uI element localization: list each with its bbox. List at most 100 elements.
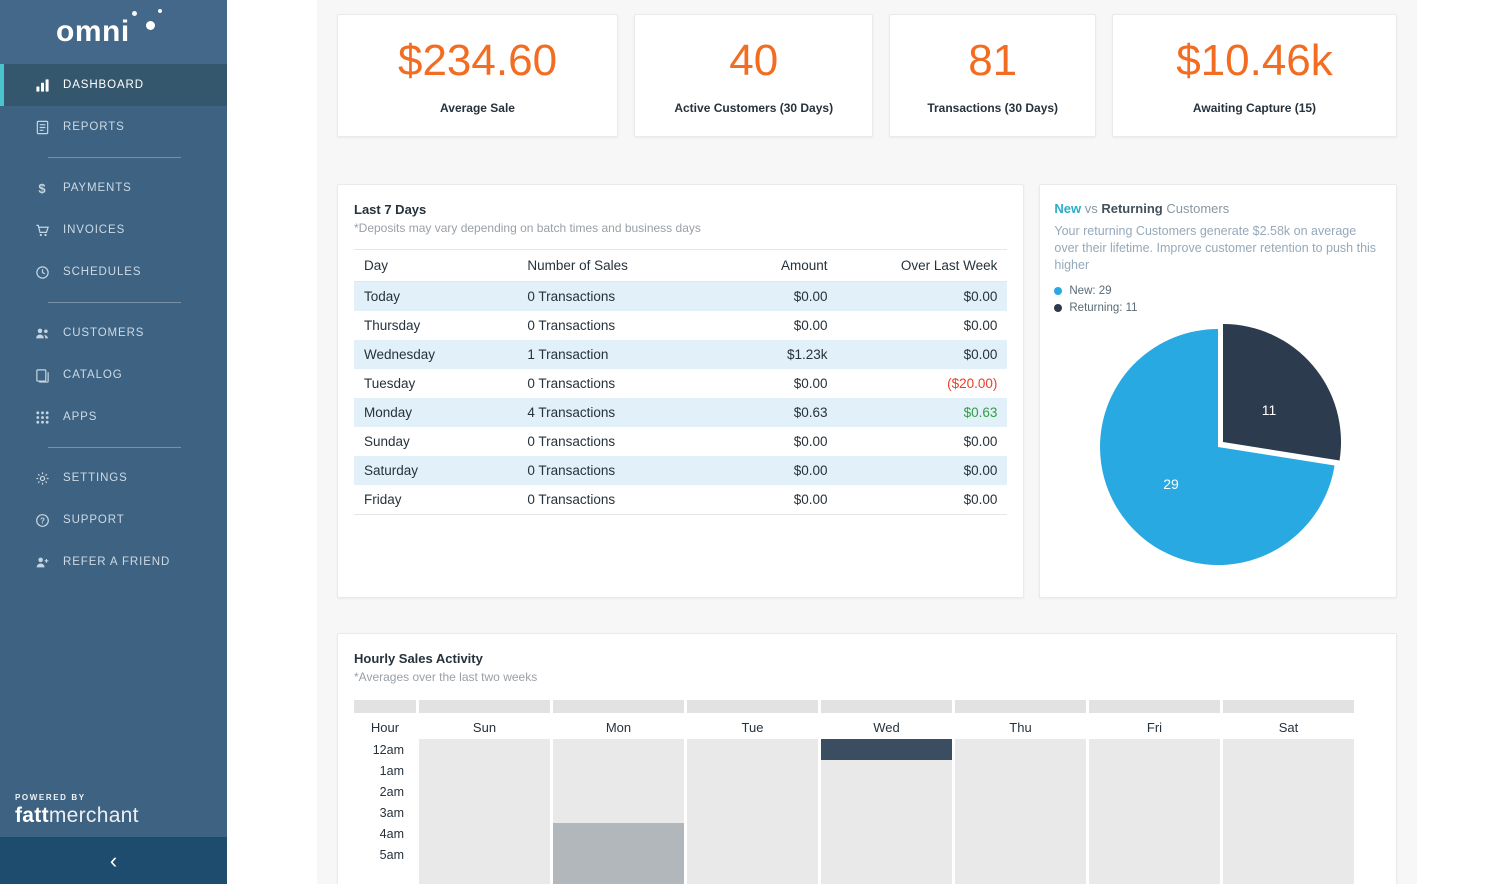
sidebar-item-reports[interactable]: REPORTS [0, 106, 227, 148]
sidebar-item-label: SCHEDULES [63, 266, 142, 278]
sidebar-collapse-button[interactable]: ‹ [0, 837, 227, 884]
heatmap-cell [1089, 865, 1220, 884]
schedules-icon [34, 264, 50, 280]
sidebar-item-customers[interactable]: CUSTOMERS [0, 312, 227, 354]
cell-over-last-week: $0.00 [837, 485, 1008, 515]
heatmap-cell [419, 823, 550, 844]
heatmap-cell [1223, 739, 1354, 760]
stat-value: 40 [729, 36, 779, 85]
heatmap-cell [955, 760, 1086, 781]
column-scroll-bar [1223, 700, 1354, 713]
sidebar-item-invoices[interactable]: INVOICES [0, 209, 227, 251]
stat-card: $234.60 Average Sale [337, 14, 619, 137]
stat-label: Average Sale [440, 101, 515, 115]
day-column-header: Fri [1146, 720, 1163, 735]
day-column-header: Mon [605, 720, 632, 735]
sidebar-item-support[interactable]: ? SUPPORT [0, 499, 227, 541]
sidebar-item-schedules[interactable]: SCHEDULES [0, 251, 227, 293]
sidebar-item-dashboard[interactable]: DASHBOARD [0, 64, 227, 106]
heatmap-day-column-thu: Thu [955, 700, 1086, 884]
heatmap-cell [419, 760, 550, 781]
heatmap-cell [553, 844, 684, 865]
stat-card: 40 Active Customers (30 Days) [634, 14, 874, 137]
cell-sales: 0 Transactions [527, 376, 616, 391]
pie-label-returning: 11 [1262, 402, 1277, 418]
cell-amount: $0.00 [793, 434, 828, 449]
column-scroll-bar [419, 700, 550, 713]
collapse-chevron-icon: ‹ [109, 847, 118, 873]
heatmap-cell [687, 844, 818, 865]
day-column-header: Sat [1278, 720, 1299, 735]
sidebar-item-payments[interactable]: $ PAYMENTS [0, 167, 227, 209]
heatmap-cell [419, 844, 550, 865]
heatmap-cell [1089, 844, 1220, 865]
heatmap-cell [821, 739, 952, 760]
legend-item: New: 29 [1054, 285, 1382, 297]
heatmap-cell [687, 802, 818, 823]
heatmap-cell [419, 865, 550, 884]
sidebar-item-apps[interactable]: APPS [0, 396, 227, 438]
new-vs-returning-title: New vs Returning Customers [1054, 201, 1230, 216]
support-icon: ? [34, 512, 50, 528]
legend-label: New: 29 [1069, 284, 1112, 297]
heatmap-day-column-fri: Fri [1089, 700, 1220, 884]
heatmap-cell [955, 802, 1086, 823]
fattmerchant-logo: fattmerchant [15, 804, 139, 827]
last-7-days-card: Last 7 Days *Deposits may vary depending… [337, 184, 1025, 598]
table-header-row: Day Number of Sales Amount Over Last Week [354, 249, 1008, 282]
stat-value: $234.60 [397, 36, 558, 85]
cell-day: Friday [354, 485, 518, 515]
svg-text:?: ? [40, 516, 45, 525]
table-body: Today 0 Transactions $0.00 $0.00 Thursday 0 T… [354, 281, 1008, 515]
hourly-heatmap: Hour 12am 1am 2am 3am 4am 5am Sun Mon Tue Wed Thu Fr… [354, 700, 1380, 884]
heatmap-hour-column: Hour 12am 1am 2am 3am 4am 5am [354, 700, 416, 884]
heatmap-cell [1089, 760, 1220, 781]
heatmap-cell [1089, 823, 1220, 844]
heatmap-day-column-sat: Sat [1223, 700, 1354, 884]
cell-over-last-week: ($20.00) [947, 376, 998, 391]
stat-label: Awaiting Capture (15) [1192, 101, 1317, 115]
legend-dot-icon [1054, 286, 1063, 295]
heatmap-day-column-tue: Tue [687, 700, 818, 884]
table-row: Wednesday 1 Transaction $1.23k $0.00 [354, 340, 1008, 369]
cell-amount: $0.00 [706, 281, 838, 311]
settings-icon [34, 470, 50, 486]
cell-day: Sunday [364, 434, 410, 449]
powered-by-label: POWERED BY [15, 793, 86, 802]
stat-card: $10.46k Awaiting Capture (15) [1111, 14, 1397, 137]
cell-day: Tuesday [364, 376, 416, 391]
sidebar-menu: DASHBOARD REPORTS $ PAYMENTS INVOICES SCHEDUL… [0, 64, 227, 583]
heatmap-cell [687, 739, 818, 760]
sidebar-item-label: SUPPORT [63, 514, 125, 526]
apps-icon [34, 409, 50, 425]
column-scroll-bar [955, 700, 1086, 713]
sidebar-item-settings[interactable]: SETTINGS [0, 457, 227, 499]
main-area: $234.60 Average Sale 40 Active Customers (3… [227, 0, 1507, 884]
hour-label: 3am [379, 805, 404, 820]
sidebar-item-catalog[interactable]: CATALOG [0, 354, 227, 396]
cell-sales: 4 Transactions [517, 398, 707, 427]
stat-value: $10.46k [1176, 36, 1333, 85]
reports-icon [34, 119, 50, 135]
hour-label: 5am [379, 847, 404, 862]
dashboard-content: $234.60 Average Sale 40 Active Customers (3… [317, 0, 1417, 884]
pie-legend: New: 29 Returning: 11 [1054, 285, 1382, 314]
heatmap-cell [553, 739, 684, 760]
omni-logo: omni [56, 15, 130, 48]
cell-day: Saturday [354, 456, 518, 485]
last-7-days-note: *Deposits may vary depending on batch ti… [354, 221, 701, 235]
table-row: Today 0 Transactions $0.00 $0.00 [354, 281, 1008, 311]
heatmap-cell [955, 781, 1086, 802]
sidebar-divider [48, 302, 181, 303]
column-scroll-bar [687, 700, 818, 713]
cell-amount: $0.63 [706, 398, 838, 427]
heatmap-cell [1223, 865, 1354, 884]
heatmap-cell [1089, 781, 1220, 802]
pie-slice-new: 29 [1100, 328, 1335, 565]
cell-day: Thursday [364, 318, 421, 333]
column-scroll-bar [1089, 700, 1220, 713]
heatmap-cell [1223, 760, 1354, 781]
day-column-header: Tue [741, 720, 764, 735]
retention-description: Your returning Customers generate $2.58k… [1054, 224, 1377, 272]
sidebar-item-refer-a-friend[interactable]: REFER A FRIEND [0, 541, 227, 583]
